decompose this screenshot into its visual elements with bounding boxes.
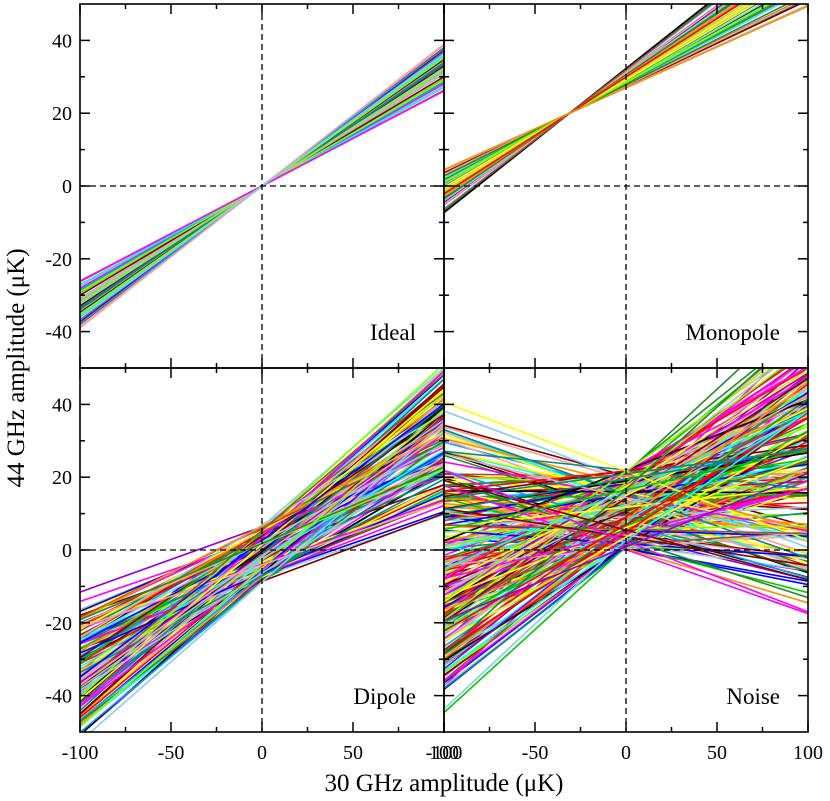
series-line	[444, 4, 770, 184]
series-line	[444, 457, 808, 598]
panel-frame	[443, 367, 809, 733]
series-line	[444, 472, 808, 622]
y-tick-label: 20	[52, 103, 72, 125]
x-tick-label: -50	[522, 742, 549, 764]
series-line	[80, 478, 444, 674]
x-tick-label: 0	[621, 742, 631, 764]
x-tick-label: 100	[429, 742, 459, 764]
series-line	[444, 461, 808, 532]
series-line	[80, 411, 444, 639]
panel-ideal: Ideal	[79, 3, 445, 369]
series-line	[444, 432, 808, 642]
panel-label: Monopole	[685, 320, 780, 345]
series-line	[80, 388, 444, 701]
panel-label-bg	[723, 683, 783, 710]
y-tick-label: -40	[45, 322, 72, 344]
panel-monopole: Monopole	[443, 3, 809, 369]
x-tick-label: 50	[343, 742, 363, 764]
panel-noise: Noise	[443, 367, 809, 733]
panel-label: Dipole	[353, 684, 416, 709]
y-axis-label: 44 GHz amplitude (μK)	[3, 248, 30, 487]
series-line	[444, 414, 808, 598]
x-tick-label: 0	[257, 742, 267, 764]
panel-label-bg	[350, 683, 419, 710]
series-line	[444, 4, 728, 202]
x-tick-label: -100	[426, 742, 463, 764]
series-line	[80, 426, 444, 686]
y-tick-label: 40	[52, 394, 72, 416]
y-tick-label: 0	[62, 540, 72, 562]
panel-label: Ideal	[370, 320, 416, 345]
y-tick-label: -40	[45, 686, 72, 708]
x-tick-label: -50	[158, 742, 185, 764]
x-axis-label: 30 GHz amplitude (μK)	[324, 770, 563, 797]
series-line	[80, 433, 444, 620]
y-tick-label: 0	[62, 176, 72, 198]
series-line	[444, 453, 808, 543]
series-line	[80, 408, 444, 728]
x-tick-label: 50	[707, 742, 727, 764]
x-tick-label: 100	[793, 742, 823, 764]
panel-label-bg	[682, 319, 783, 346]
panel-label: Noise	[726, 684, 780, 709]
y-tick-label: 20	[52, 467, 72, 489]
y-tick-label: -20	[45, 613, 72, 635]
x-tick-label: -100	[62, 742, 99, 764]
panel-dipole: Dipole	[79, 367, 445, 733]
series-line	[444, 486, 808, 528]
y-tick-label: -20	[45, 249, 72, 271]
series-line	[444, 4, 723, 205]
y-tick-label: 40	[52, 30, 72, 52]
panel-label-bg	[367, 319, 419, 346]
